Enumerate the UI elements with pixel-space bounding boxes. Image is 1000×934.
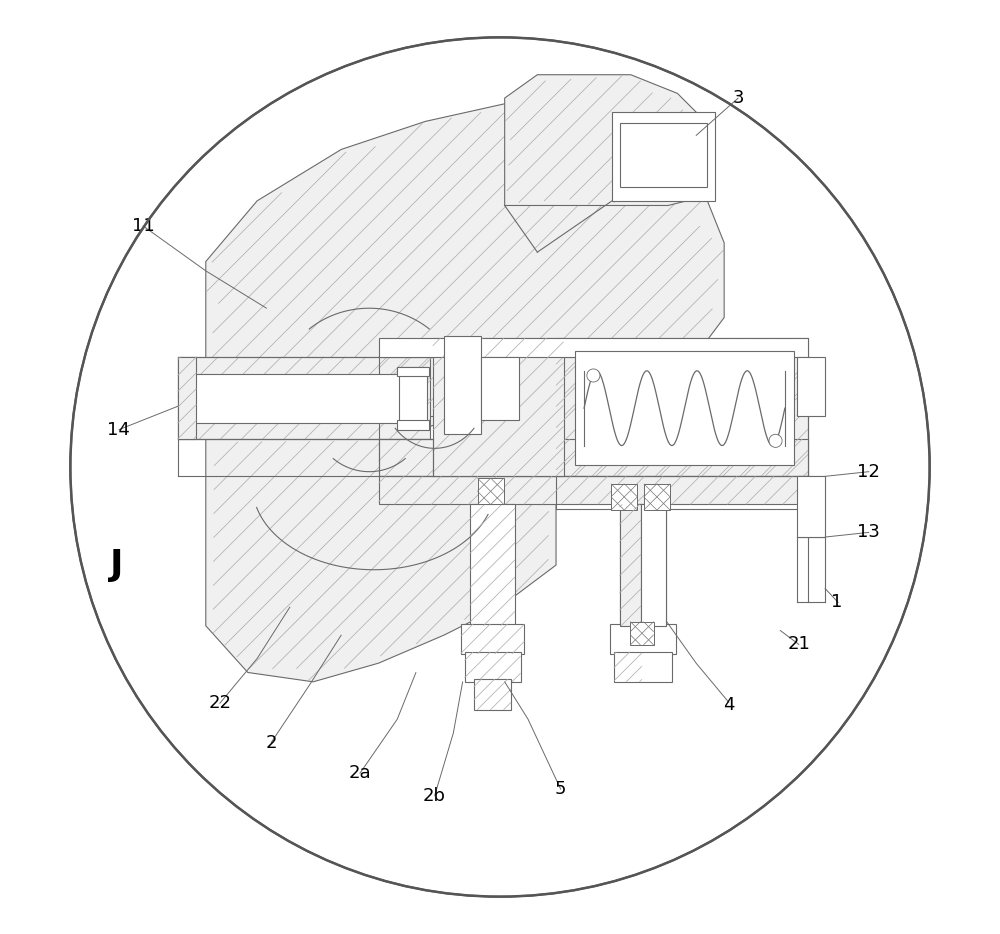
Text: J: J [110,548,124,582]
Circle shape [70,37,930,897]
Polygon shape [206,103,724,439]
Bar [620,123,707,187]
Bar [614,652,672,682]
Bar [186,374,410,423]
Bar [379,357,808,416]
Text: 5: 5 [555,780,566,799]
Bar [399,367,427,428]
Text: 22: 22 [208,694,231,713]
Text: 2a: 2a [349,764,371,783]
Bar [556,338,808,476]
Text: 11: 11 [132,217,155,235]
Bar [610,624,676,654]
Bar [397,367,429,376]
Bar [397,420,429,430]
Bar [461,624,524,654]
Text: 1: 1 [831,593,842,612]
Bar [478,478,504,504]
Bar [644,484,670,510]
Text: 2: 2 [265,733,277,752]
Bar [433,338,564,476]
Circle shape [587,369,600,382]
Bar [379,439,808,476]
Text: 3: 3 [732,89,744,107]
Text: 14: 14 [107,420,130,439]
Bar [379,476,808,504]
Text: 12: 12 [857,462,880,481]
Bar [474,679,511,710]
Bar [481,357,519,420]
Bar [620,504,666,626]
Bar [620,504,641,626]
Bar [797,357,825,416]
Bar [575,351,794,465]
Text: 2b: 2b [423,786,446,805]
Polygon shape [206,439,556,682]
Bar [641,504,666,626]
Bar [470,504,515,626]
Bar [444,336,481,434]
Bar [178,357,196,439]
Text: 21: 21 [787,635,810,654]
Bar [465,652,521,682]
Bar [611,484,637,510]
Text: 4: 4 [723,696,735,715]
Bar [612,112,715,201]
Bar [379,338,808,357]
Text: 13: 13 [857,523,880,542]
Bar [630,622,654,644]
Circle shape [769,434,782,447]
Polygon shape [505,75,705,205]
Bar [178,357,430,439]
Bar [797,476,825,537]
